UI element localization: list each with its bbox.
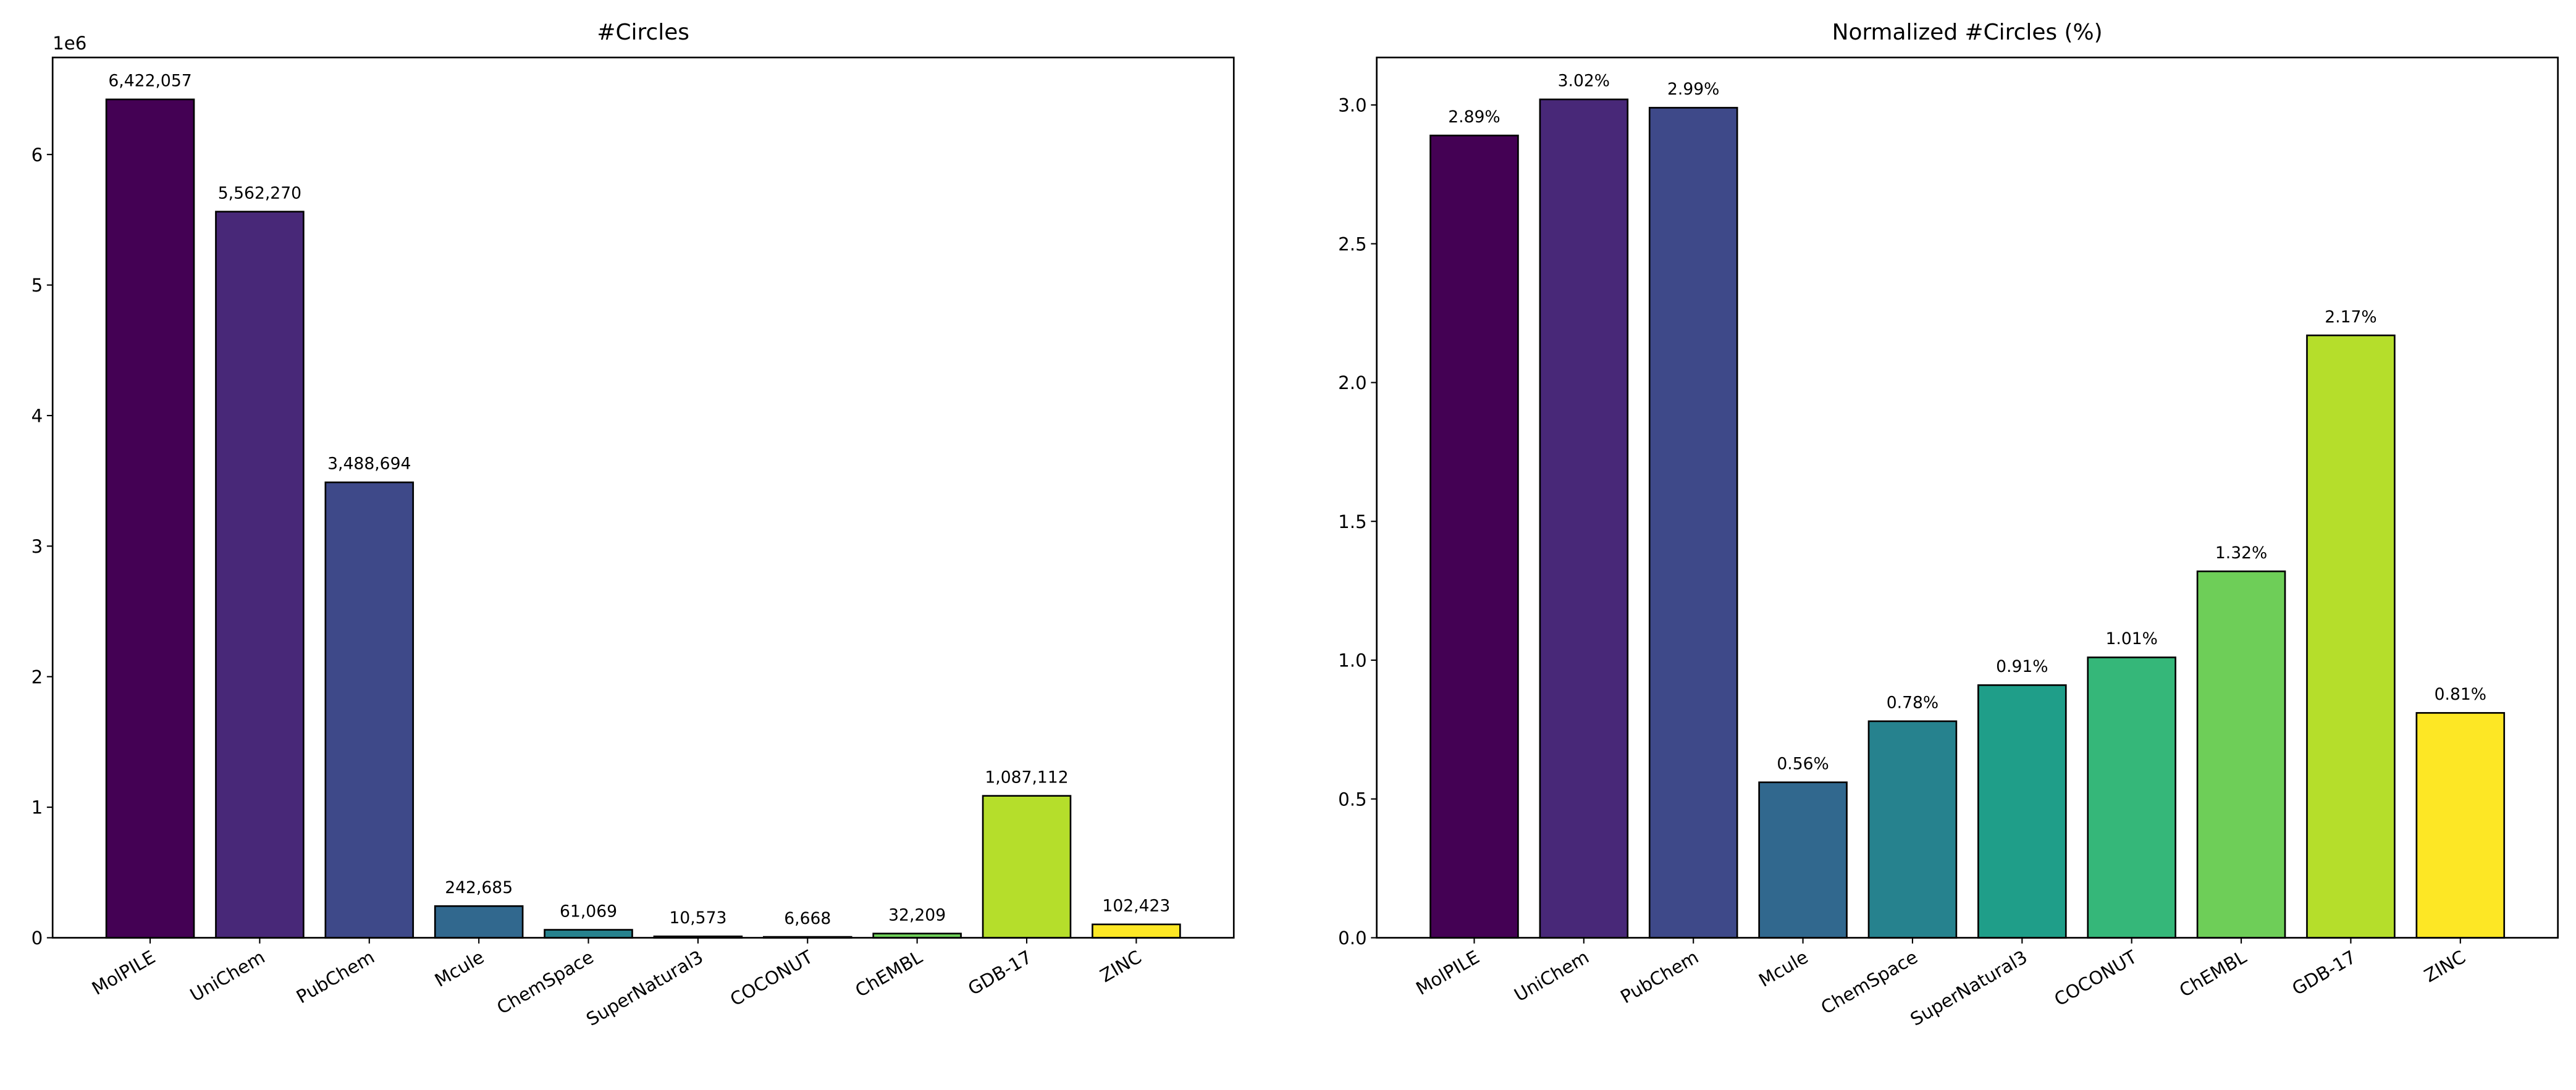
y-tick-label: 4 (32, 406, 43, 427)
bar (544, 929, 633, 939)
y-tick-label: 2.5 (1338, 233, 1367, 254)
value-label: 10,573 (669, 908, 726, 928)
bar (1758, 781, 1848, 939)
bar (2306, 334, 2396, 939)
value-label: 1.32% (2215, 543, 2267, 563)
bar (1429, 135, 1519, 939)
bar (1539, 98, 1629, 939)
y-tick-label: 0 (32, 928, 43, 949)
y-tick-label: 3.0 (1338, 95, 1367, 116)
bar (215, 211, 305, 939)
value-label: 242,685 (445, 878, 513, 897)
value-label: 6,668 (784, 909, 831, 928)
value-label: 6,422,057 (108, 72, 192, 91)
x-tick-label: COCONUT (2051, 946, 2140, 1010)
x-tick-label: COCONUT (726, 946, 816, 1010)
y-tick-label: 0.0 (1338, 928, 1367, 949)
x-tick-label: SuperNatural3 (1907, 946, 2031, 1030)
y-tick-label: 6 (32, 145, 43, 166)
value-label: 2.17% (2325, 308, 2376, 327)
x-tick-label: UniChem (1510, 946, 1593, 1005)
bar (1092, 923, 1181, 939)
x-tick-label: ChemSpace (493, 946, 597, 1018)
value-label: 61,069 (560, 902, 617, 921)
value-label: 3.02% (1558, 72, 1610, 91)
value-label: 1.01% (2105, 629, 2157, 648)
y-tick-label: 1.0 (1338, 650, 1367, 671)
bar (982, 795, 1072, 939)
x-tick-label: PubChem (1617, 946, 1702, 1007)
x-tick-label: ChEMBL (852, 946, 927, 1001)
value-label: 0.78% (1887, 694, 1938, 713)
value-label: 2.99% (1667, 80, 1719, 99)
y-tick-label: 5 (32, 275, 43, 296)
bar (2087, 656, 2176, 939)
bar (324, 481, 415, 939)
y-tick-label: 2 (32, 666, 43, 687)
axes-frame (51, 56, 1235, 939)
bar (1648, 107, 1738, 939)
bar (434, 905, 524, 939)
value-label: 5,562,270 (218, 183, 301, 203)
value-label: 102,423 (1102, 897, 1170, 916)
x-tick-label: PubChem (293, 946, 378, 1007)
value-label: 32,209 (888, 905, 946, 924)
axes-frame (1376, 56, 2559, 939)
x-tick-label: ChemSpace (1817, 946, 1921, 1018)
chart-panel: Normalized #Circles (%) 0.0 0.5 1.0 1.5 2.0 2.… (1338, 20, 2559, 1030)
y-tick-label: 2.0 (1338, 372, 1367, 393)
x-tick-label: ZINC (2420, 946, 2469, 986)
value-label: 1,087,112 (985, 768, 1068, 787)
value-label: 3,488,694 (327, 455, 411, 474)
x-tick-label: Mcule (431, 946, 487, 991)
y-tick-label: 1 (32, 797, 43, 818)
bar (2196, 570, 2286, 939)
chart-panel: #Circles 1e6 0 1 2 3 4 5 6 6,422,057 MolPILE 5,562,… (32, 20, 1235, 1030)
bar (1867, 720, 1958, 939)
value-label: 0.81% (2435, 685, 2486, 704)
x-tick-label: GDB-17 (964, 946, 1035, 999)
x-tick-label: MolPILE (88, 946, 159, 999)
x-tick-label: ChEMBL (2176, 946, 2250, 1001)
value-label: 0.56% (1777, 754, 1829, 773)
chart-title: #Circles (597, 20, 689, 45)
x-tick-label: GDB-17 (2289, 946, 2360, 999)
bar (2415, 712, 2506, 939)
y-tick-label: 1.5 (1338, 511, 1367, 532)
x-tick-label: ZINC (1096, 946, 1145, 986)
x-tick-label: Mcule (1755, 946, 1811, 991)
x-tick-label: UniChem (187, 946, 269, 1005)
chart-title: Normalized #Circles (%) (1832, 20, 2103, 45)
bar (1977, 684, 2067, 939)
x-tick-label: SuperNatural3 (583, 946, 707, 1030)
y-tick-label: 0.5 (1338, 789, 1367, 810)
y-offset-label: 1e6 (53, 33, 86, 54)
value-label: 2.89% (1448, 107, 1500, 127)
y-tick-label: 3 (32, 536, 43, 557)
value-label: 0.91% (1996, 657, 2048, 676)
bar (105, 98, 195, 939)
x-tick-label: MolPILE (1412, 946, 1483, 999)
